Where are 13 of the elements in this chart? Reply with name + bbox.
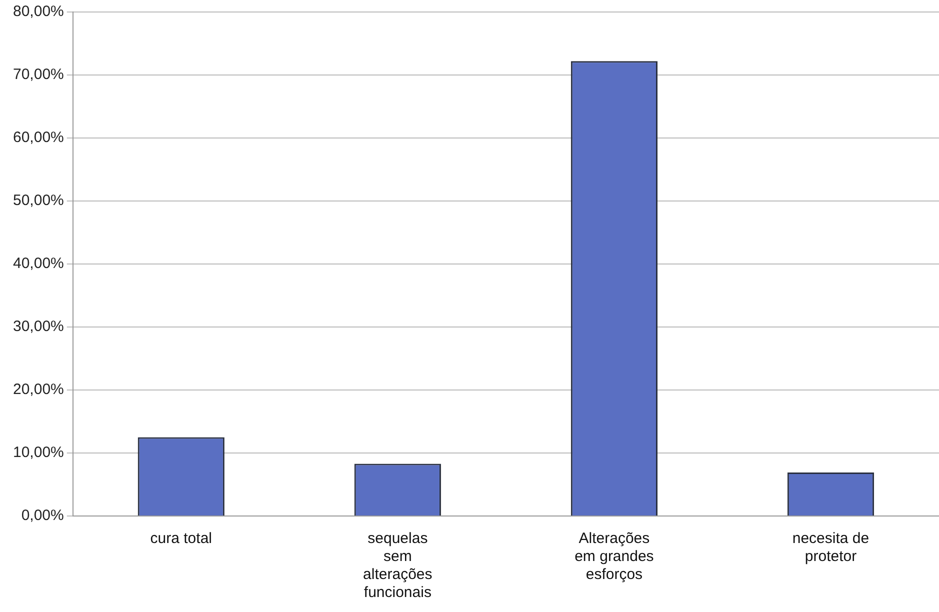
y-tick-label: 20,00% xyxy=(13,381,64,398)
y-tick-label: 80,00% xyxy=(13,3,64,20)
x-tick-label: cura total xyxy=(150,530,212,548)
y-tick-label: 40,00% xyxy=(13,255,64,272)
x-tick-label: necesita de protetor xyxy=(792,530,870,566)
x-tick-label: Alterações em grandes esforços xyxy=(574,530,654,584)
y-tick-label: 10,00% xyxy=(13,444,64,462)
y-tick-label: 60,00% xyxy=(13,129,64,146)
x-tick-label: sequelas sem alterações funcionais xyxy=(363,530,432,602)
y-tick-label: 30,00% xyxy=(13,318,64,336)
y-tick-label: 50,00% xyxy=(13,192,64,210)
y-tick-label: 0,00% xyxy=(21,507,64,524)
y-tick-label: 70,00% xyxy=(13,66,64,84)
